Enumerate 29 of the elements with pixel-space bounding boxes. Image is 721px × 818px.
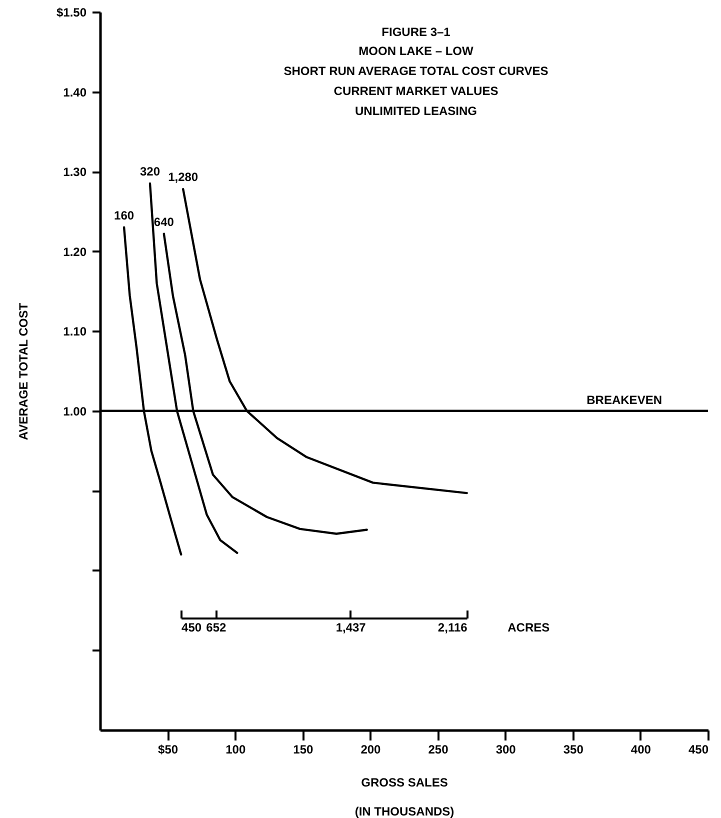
x2-tick-label: 652 xyxy=(206,620,227,634)
series-label: 160 xyxy=(114,208,134,222)
x-tick-label: 250 xyxy=(428,742,449,756)
text: MOON LAKE – LOW SHORT RUN AVERAGE TOTAL COST CURVES CURRENT MARKET VALUES UNLIMITED LEASING xyxy=(284,44,548,118)
x-tick-label: 200 xyxy=(360,742,382,756)
x-tick-label: 300 xyxy=(496,742,516,756)
x2-axis-title: ACRES xyxy=(508,620,550,634)
y-tick-label: 1.30 xyxy=(63,165,87,180)
series-label: 1,280 xyxy=(168,170,198,184)
x2-tick-label: 2,116 xyxy=(438,620,468,634)
y-tick-label: 1.00 xyxy=(63,404,87,418)
series-label: 320 xyxy=(140,164,160,179)
y-tick-label: 1.20 xyxy=(63,244,87,259)
x-tick-label: 450 xyxy=(688,742,709,756)
text: FIGURE 3–1 xyxy=(382,25,451,39)
ref-line-label: BREAKEVEN xyxy=(586,392,662,407)
y-tick-label: $1.50 xyxy=(56,6,87,20)
y-tick-label: 1.10 xyxy=(63,324,87,339)
x-tick-label: 350 xyxy=(563,742,584,756)
y-axis-title: AVERAGE TOTAL COST xyxy=(16,302,30,440)
text: GROSS SALES (IN THOUSANDS) xyxy=(354,776,454,818)
x-tick-label: $50 xyxy=(158,742,178,756)
x-tick-label: 150 xyxy=(293,742,314,756)
x-tick-label: 400 xyxy=(630,742,652,756)
y-tick-label: 1.40 xyxy=(63,85,87,100)
x2-tick-label: 450 xyxy=(182,620,202,634)
x-tick-label: 100 xyxy=(226,742,246,756)
x2-tick-label: 1,437 xyxy=(336,620,366,634)
series-label: 640 xyxy=(154,214,174,229)
